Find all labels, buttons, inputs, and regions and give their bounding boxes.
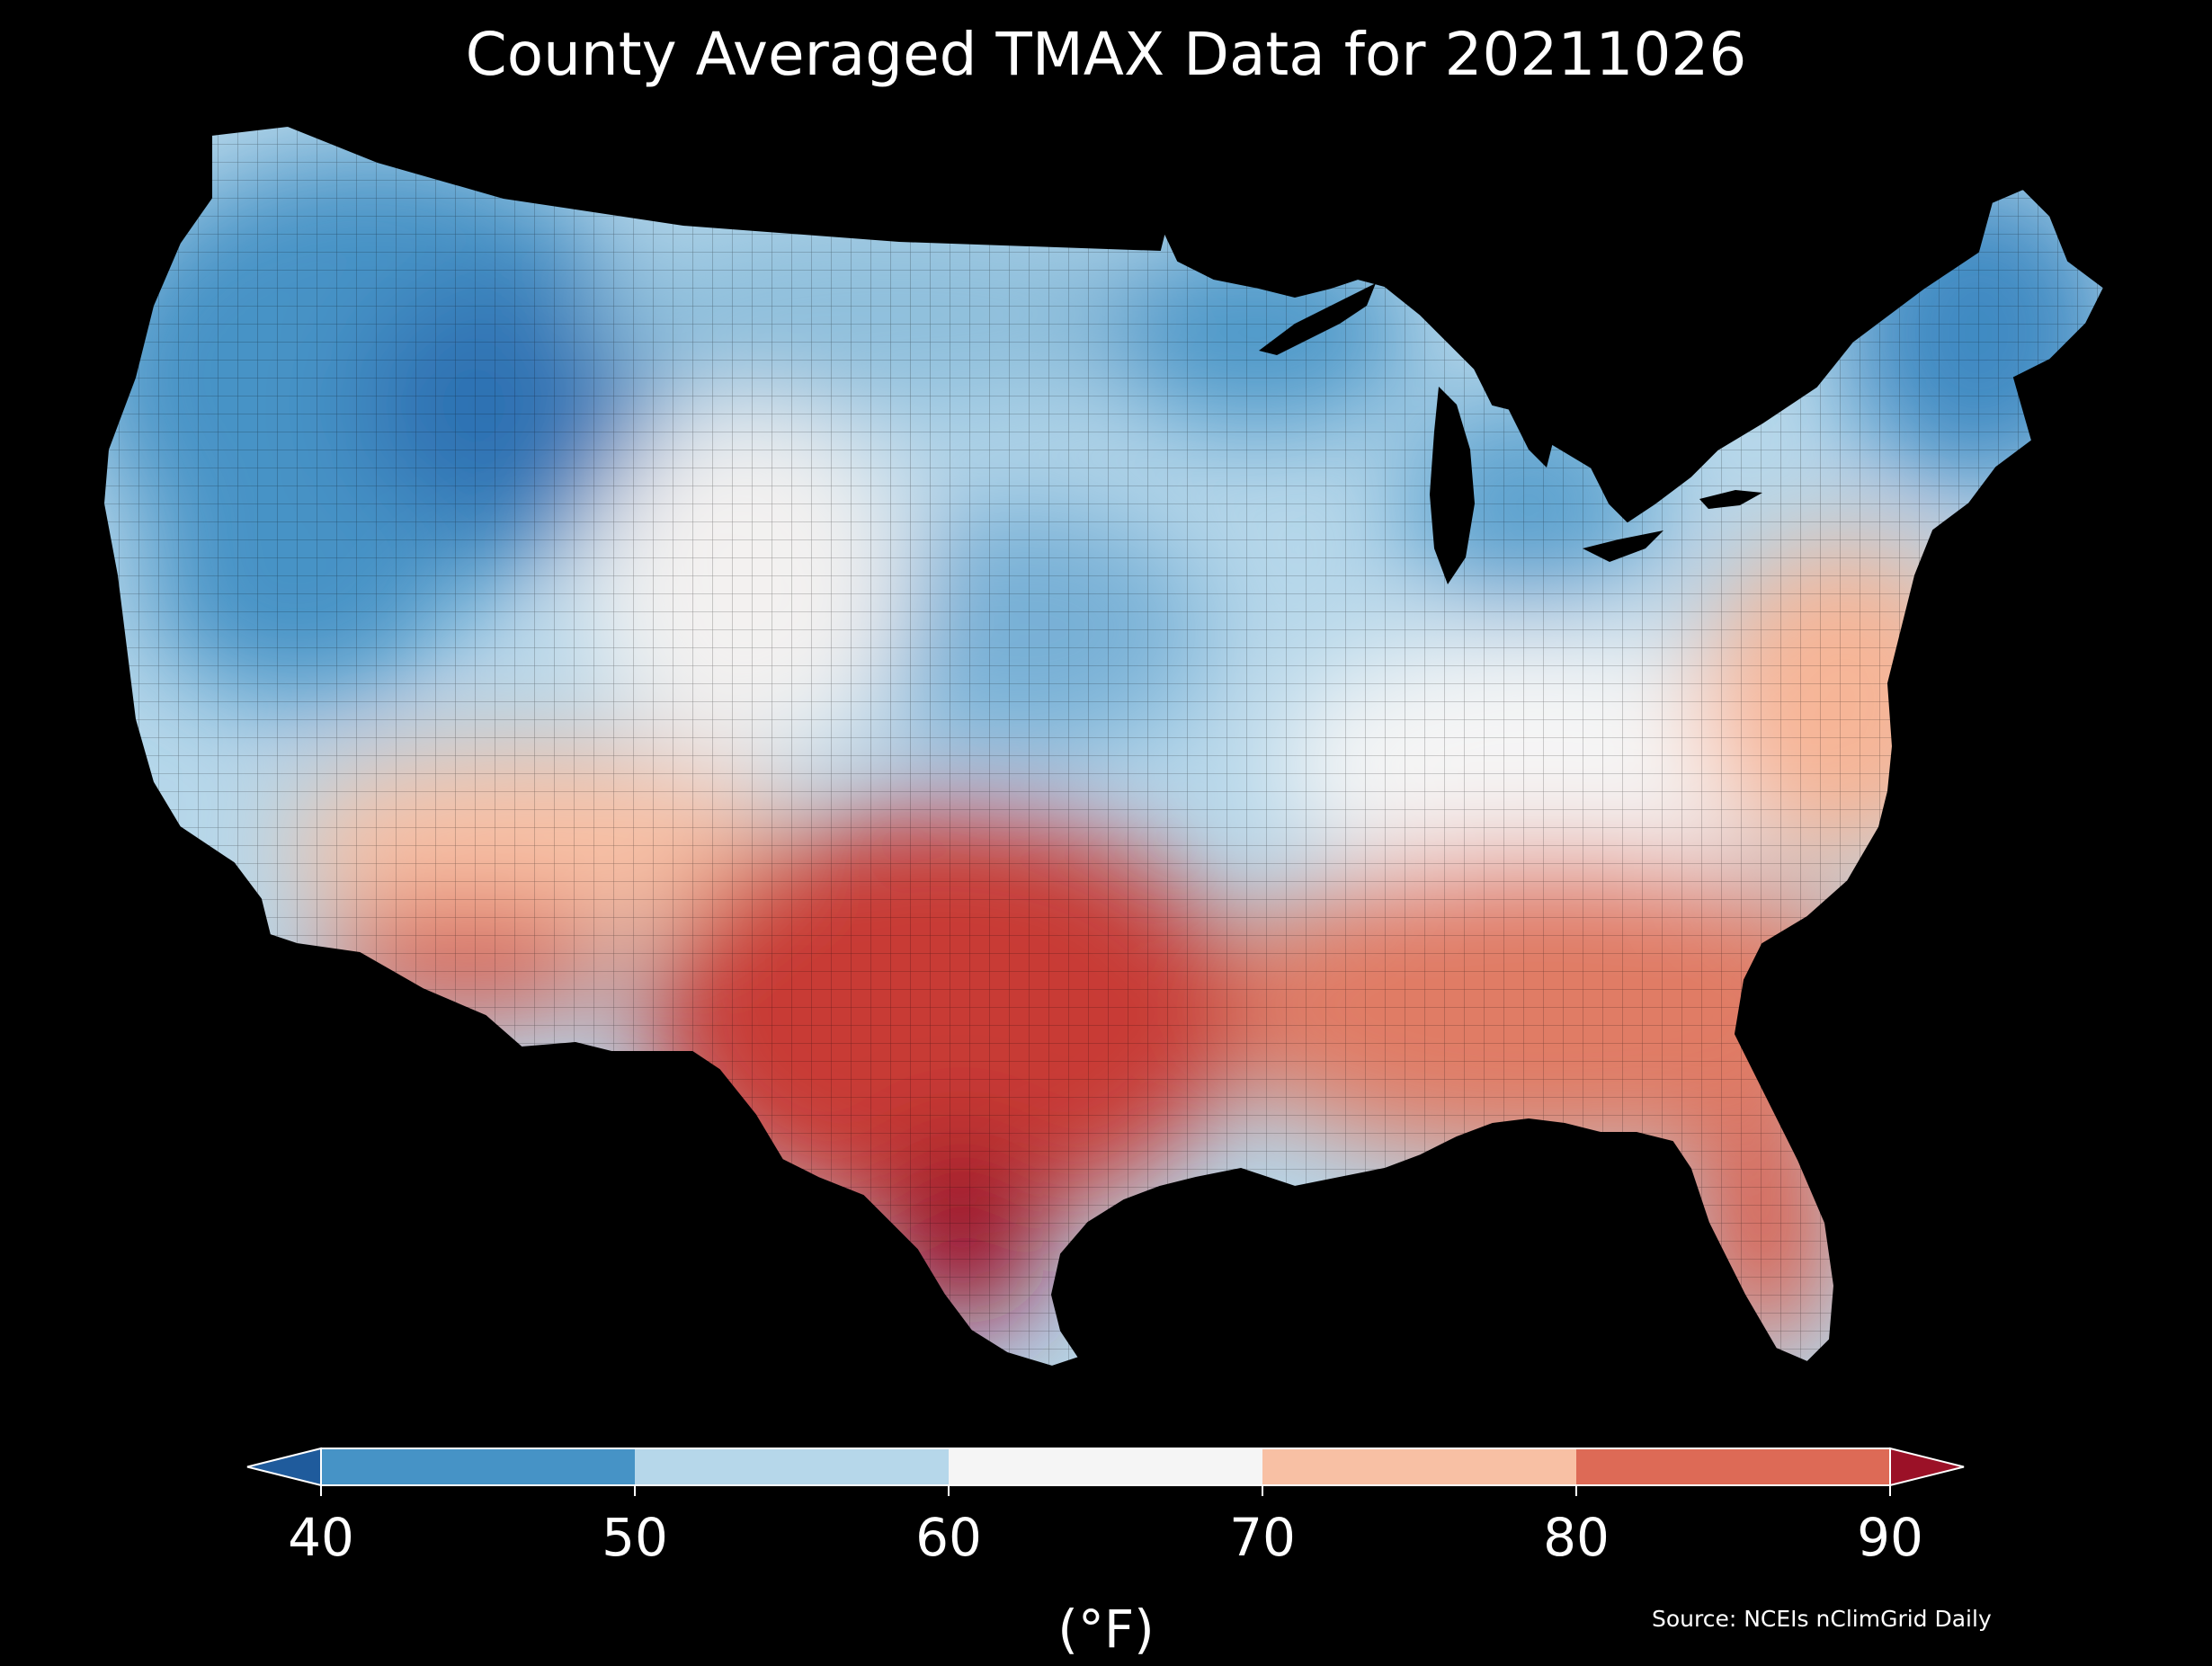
- colorbar-unit-label: (°F): [1057, 1599, 1155, 1660]
- colorbar-tick-label: 40: [288, 1507, 354, 1568]
- map-title: County Averaged TMAX Data for 20211026: [465, 20, 1747, 89]
- source-credit: Source: NCEIs nClimGrid Daily: [1652, 1606, 1992, 1632]
- lake-erie: [1583, 530, 1663, 562]
- colorbar-tick-label: 60: [915, 1507, 982, 1568]
- lake-michigan: [1430, 387, 1475, 584]
- great-lakes: [1259, 283, 1762, 584]
- county-fill-layer: [103, 126, 2104, 1367]
- colorbar-tick-label: 50: [602, 1507, 668, 1568]
- lake-ontario: [1699, 490, 1762, 509]
- lake-huron: [1493, 378, 1556, 468]
- colorbar-tick-label: 70: [1229, 1507, 1296, 1568]
- colorbar-tick-label: 90: [1857, 1507, 1923, 1568]
- colorbar-tick-label: 80: [1543, 1507, 1610, 1568]
- lake-superior: [1259, 283, 1376, 355]
- us-county-map: [103, 125, 2105, 1368]
